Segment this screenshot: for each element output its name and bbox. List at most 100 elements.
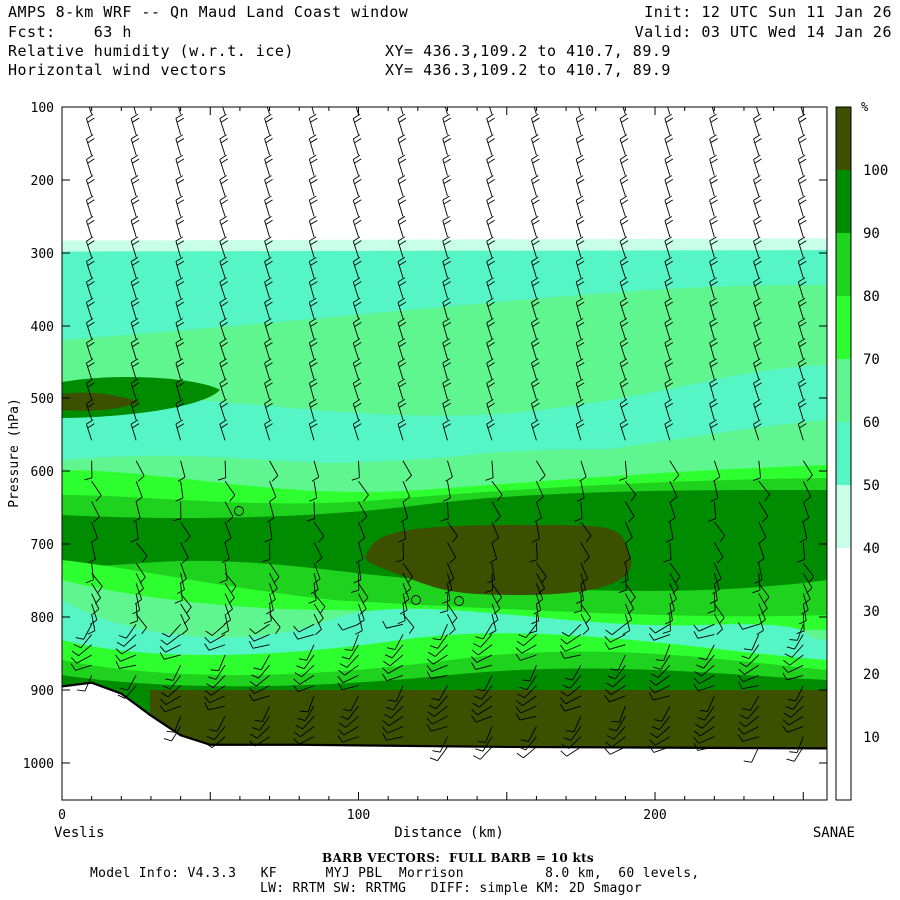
wind-barb xyxy=(797,322,804,340)
wind-barb-flag xyxy=(532,199,540,205)
wind-barb-flag xyxy=(582,628,590,635)
wind-barb-flag xyxy=(443,321,451,327)
colorbar-segment xyxy=(836,548,851,611)
wind-barb xyxy=(308,240,315,258)
wind-barb xyxy=(664,220,671,238)
wind-barb xyxy=(707,695,715,712)
wind-barb xyxy=(211,736,226,748)
colorbar-segment xyxy=(836,359,851,422)
wind-barb-flag xyxy=(129,620,138,624)
wind-barb-flag xyxy=(764,494,770,502)
wind-barb xyxy=(91,521,98,539)
wind-barb-flag xyxy=(494,516,501,523)
wind-barb xyxy=(253,695,270,702)
wind-barb xyxy=(742,736,759,742)
wind-barb xyxy=(575,240,582,258)
wind-barb-flag xyxy=(353,94,360,98)
wind-barb-flag xyxy=(337,735,343,743)
wind-barb-flag xyxy=(623,558,631,564)
wind-barb xyxy=(85,118,93,135)
wind-barb-flag xyxy=(486,398,494,405)
wind-barb xyxy=(709,342,715,360)
wind-barb xyxy=(531,138,537,156)
wind-barb xyxy=(130,261,137,278)
wind-barb xyxy=(480,746,493,760)
wind-barb-flag xyxy=(204,637,211,644)
wind-barb xyxy=(211,623,226,636)
wind-barb xyxy=(758,593,768,609)
wind-barb xyxy=(491,593,501,609)
wind-barb-flag xyxy=(486,175,494,181)
wind-barb xyxy=(135,603,139,621)
wind-barb xyxy=(698,685,715,692)
wind-barb-flag xyxy=(318,535,325,543)
wind-barb xyxy=(536,583,544,600)
wind-barb-flag xyxy=(475,748,484,752)
wind-barb xyxy=(175,159,182,176)
wind-barb-flag xyxy=(693,624,700,632)
wind-barb-flag xyxy=(86,378,94,384)
wind-barb xyxy=(753,424,760,441)
wind-barb-flag xyxy=(442,236,450,242)
wind-barb-flag xyxy=(176,199,185,205)
wind-barb xyxy=(432,654,448,665)
wind-barb-flag xyxy=(442,195,450,201)
wind-barb-flag xyxy=(621,117,629,123)
wind-barb-flag xyxy=(264,277,272,283)
wind-barb xyxy=(308,281,315,299)
wind-barb-flag xyxy=(310,342,318,348)
wind-barb xyxy=(486,362,493,380)
wind-barb xyxy=(476,654,493,663)
wind-barb xyxy=(447,460,453,478)
wind-barb-flag xyxy=(432,638,441,641)
wind-barb xyxy=(269,562,280,578)
wind-barb xyxy=(569,675,582,689)
wind-barb-flag xyxy=(398,423,407,429)
wind-barb xyxy=(580,613,590,630)
wind-barb-flag xyxy=(664,358,672,364)
wind-barb xyxy=(301,664,315,678)
wind-barb-flag xyxy=(350,589,359,593)
wind-barb xyxy=(170,675,181,690)
wind-barb xyxy=(215,664,226,680)
wind-barb-flag xyxy=(755,98,762,102)
wind-barb xyxy=(747,705,760,720)
wind-barb-flag xyxy=(649,627,656,634)
wind-barb xyxy=(697,746,715,751)
wind-barb-flag xyxy=(486,297,494,303)
wind-barb xyxy=(402,603,406,621)
wind-barb xyxy=(570,726,582,741)
wind-barb-flag xyxy=(397,216,406,222)
wind-barb-flag xyxy=(560,651,565,659)
wind-barb xyxy=(748,644,760,659)
wind-barb xyxy=(171,726,181,742)
wind-barb-flag xyxy=(709,216,717,221)
wind-barb-flag xyxy=(710,342,718,348)
wind-barb xyxy=(219,159,226,176)
wind-barb xyxy=(580,501,583,519)
wind-barb xyxy=(697,634,715,639)
wind-barb-flag xyxy=(575,297,584,303)
wind-barb xyxy=(791,644,804,658)
wind-barb xyxy=(573,716,582,732)
wind-barb xyxy=(175,382,182,400)
wind-barb-flag xyxy=(531,154,539,160)
wind-barb-flag xyxy=(576,599,584,604)
wind-barb-flag xyxy=(621,321,629,327)
wind-barb xyxy=(653,634,671,641)
wind-barb-flag xyxy=(804,496,812,503)
wind-barb xyxy=(753,220,760,238)
wind-barb-flag xyxy=(142,555,148,563)
wind-barb-flag xyxy=(738,681,743,690)
wind-barb-flag xyxy=(619,398,628,405)
wind-barb-flag xyxy=(577,362,585,368)
wind-barb-flag xyxy=(518,746,526,751)
wind-barb xyxy=(91,562,94,580)
wind-barb xyxy=(260,654,270,671)
wind-barb-flag xyxy=(697,717,705,721)
rh-band-50-60-mid xyxy=(62,449,827,490)
wind-barb xyxy=(709,382,715,400)
wind-barb xyxy=(308,403,315,421)
wind-barb-flag xyxy=(696,664,704,669)
wind-barb-flag xyxy=(176,382,185,388)
